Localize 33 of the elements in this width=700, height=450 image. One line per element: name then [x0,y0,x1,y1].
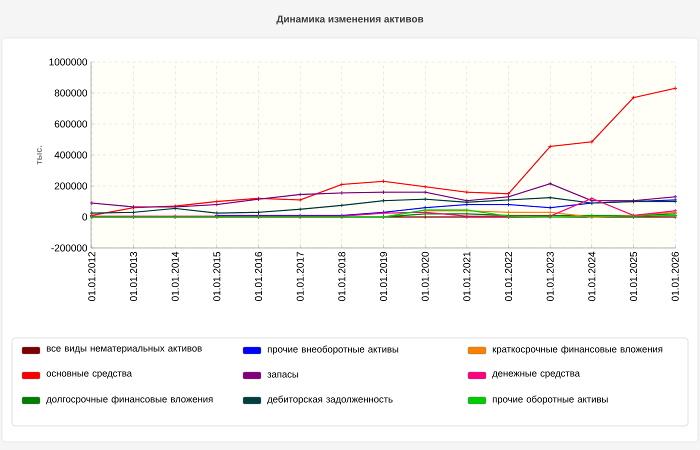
y-tick-label: 400000 [54,151,88,159]
x-tick-label: 01.01.2014 [172,252,179,301]
x-tick-label: 01.01.2016 [254,252,262,301]
legend-label: все виды нематериальных активов [46,346,202,354]
x-tick-label: 01.01.2018 [338,252,346,301]
legend-label: дебиторская задолженность [267,396,393,404]
legend-label: прочие оборотные активы [492,396,608,404]
x-tick-label: 01.01.2013 [130,252,138,301]
x-tick-label: 01.01.2021 [463,252,470,301]
legend-label: денежные средства [492,371,580,379]
x-tick-label: 01.01.2023 [546,252,554,301]
y-tick-label: 200000 [54,182,88,190]
x-tick-label: 01.01.2012 [88,252,96,301]
y-axis-title: тыс. [36,146,42,164]
x-tick-label: 01.01.2022 [504,252,512,301]
legend-label: краткосрочные финансовые вложения [492,346,662,354]
y-tick-label: 800000 [54,89,88,97]
legend-label: долгосрочные финансовые вложения [46,396,213,404]
x-tick-label: 01.01.2017 [296,252,304,301]
legend-label: прочие внеоборотные активы [268,346,398,354]
y-tick-label: 0 [82,213,88,221]
legend-label: основные средства [46,371,132,379]
x-tick-label: 01.01.2026 [672,252,679,301]
x-tick-label: 01.01.2015 [213,252,220,301]
x-tick-label: 01.01.2019 [380,252,388,301]
y-tick-label: -200000 [51,244,88,252]
chart-title: Динамика изменения активов [276,16,424,24]
y-tick-label: 600000 [54,120,88,128]
x-tick-label: 01.01.2025 [630,252,638,301]
y-tick-label: 1000000 [49,58,88,66]
x-tick-label: 01.01.2020 [422,252,429,301]
x-tick-label: 01.01.2024 [588,252,596,301]
legend-label: запасы [267,372,298,378]
